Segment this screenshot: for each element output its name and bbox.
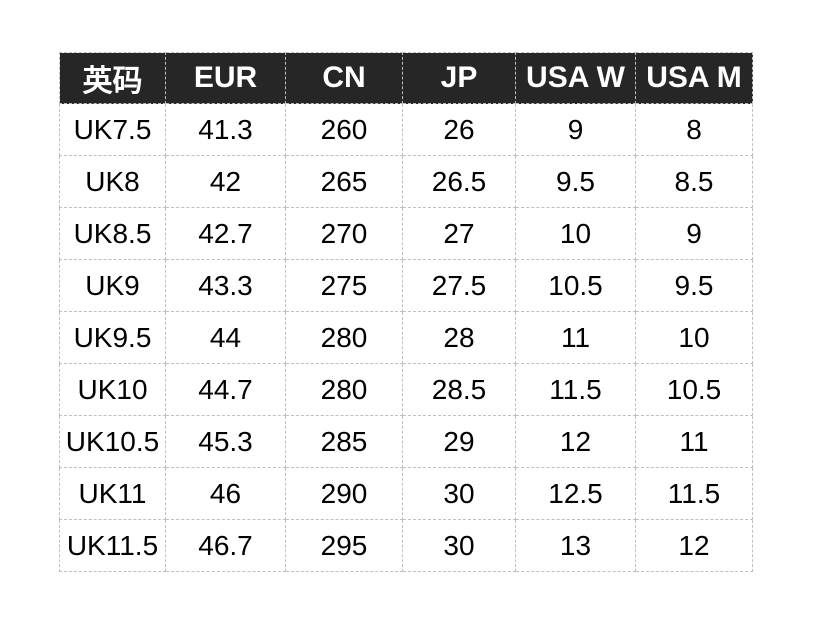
column-header-cn: CN [285, 52, 403, 104]
table-cell: 43.3 [165, 259, 286, 312]
table-cell: 9.5 [515, 155, 636, 208]
table-cell: 42.7 [165, 207, 286, 260]
table-cell: 12.5 [515, 467, 636, 520]
table-cell: UK8 [59, 155, 166, 208]
column-header-jp: JP [402, 52, 516, 104]
table-cell: 27.5 [402, 259, 516, 312]
table-cell: 280 [285, 363, 403, 416]
table-cell: 11 [635, 415, 753, 468]
table-cell: 12 [515, 415, 636, 468]
table-row: UK7.5 41.3 260 26 9 8 [59, 103, 753, 156]
table-row: UK10 44.7 280 28.5 11.5 10.5 [59, 363, 753, 416]
table-row: UK8 42 265 26.5 9.5 8.5 [59, 155, 753, 208]
table-cell: 11 [515, 311, 636, 364]
table-cell: 10.5 [515, 259, 636, 312]
table-cell: 13 [515, 519, 636, 572]
table-cell: 44 [165, 311, 286, 364]
table-cell: 42 [165, 155, 286, 208]
table-cell: 9 [635, 207, 753, 260]
table-cell: UK11 [59, 467, 166, 520]
table-row: UK9.5 44 280 28 11 10 [59, 311, 753, 364]
table-body: UK7.5 41.3 260 26 9 8 UK8 42 265 26.5 9.5 8.5 UK8.5 4… [59, 103, 753, 572]
column-header-uk: 英码 [59, 52, 166, 104]
table-row: UK8.5 42.7 270 27 10 9 [59, 207, 753, 260]
table-cell: UK10 [59, 363, 166, 416]
table-cell: 12 [635, 519, 753, 572]
table-cell: 10.5 [635, 363, 753, 416]
table-cell: 8.5 [635, 155, 753, 208]
shoe-size-conversion-table: 英码 EUR CN JP USA W USA M UK7.5 41.3 260 26 9 8 UK8 4… [59, 52, 753, 572]
table-cell: UK9.5 [59, 311, 166, 364]
table-cell: 260 [285, 103, 403, 156]
table-cell: 44.7 [165, 363, 286, 416]
table-cell: 9 [515, 103, 636, 156]
table-cell: 280 [285, 311, 403, 364]
table-cell: 11.5 [635, 467, 753, 520]
table-cell: 265 [285, 155, 403, 208]
table-cell: 46.7 [165, 519, 286, 572]
table-cell: 28 [402, 311, 516, 364]
table-cell: 9.5 [635, 259, 753, 312]
table-cell: UK10.5 [59, 415, 166, 468]
table-row: UK11.5 46.7 295 30 13 12 [59, 519, 753, 572]
header-row: 英码 EUR CN JP USA W USA M [59, 52, 753, 104]
table-cell: 41.3 [165, 103, 286, 156]
column-header-usa-m: USA M [635, 52, 753, 104]
table-cell: 45.3 [165, 415, 286, 468]
table-row: UK9 43.3 275 27.5 10.5 9.5 [59, 259, 753, 312]
table-cell: 46 [165, 467, 286, 520]
table-cell: 270 [285, 207, 403, 260]
table-cell: 30 [402, 519, 516, 572]
table-cell: UK9 [59, 259, 166, 312]
table-cell: 290 [285, 467, 403, 520]
table-cell: 26 [402, 103, 516, 156]
table-row: UK11 46 290 30 12.5 11.5 [59, 467, 753, 520]
table-cell: 8 [635, 103, 753, 156]
column-header-usa-w: USA W [515, 52, 636, 104]
table-cell: 10 [515, 207, 636, 260]
table-cell: UK11.5 [59, 519, 166, 572]
table-cell: 28.5 [402, 363, 516, 416]
table-cell: 27 [402, 207, 516, 260]
column-header-eur: EUR [165, 52, 286, 104]
table-cell: 10 [635, 311, 753, 364]
table-cell: 275 [285, 259, 403, 312]
table-row: UK10.5 45.3 285 29 12 11 [59, 415, 753, 468]
table-cell: 29 [402, 415, 516, 468]
table-cell: UK7.5 [59, 103, 166, 156]
table-cell: 11.5 [515, 363, 636, 416]
table-cell: UK8.5 [59, 207, 166, 260]
table-cell: 30 [402, 467, 516, 520]
table-cell: 26.5 [402, 155, 516, 208]
table-cell: 295 [285, 519, 403, 572]
table-cell: 285 [285, 415, 403, 468]
table-header: 英码 EUR CN JP USA W USA M [59, 52, 753, 104]
